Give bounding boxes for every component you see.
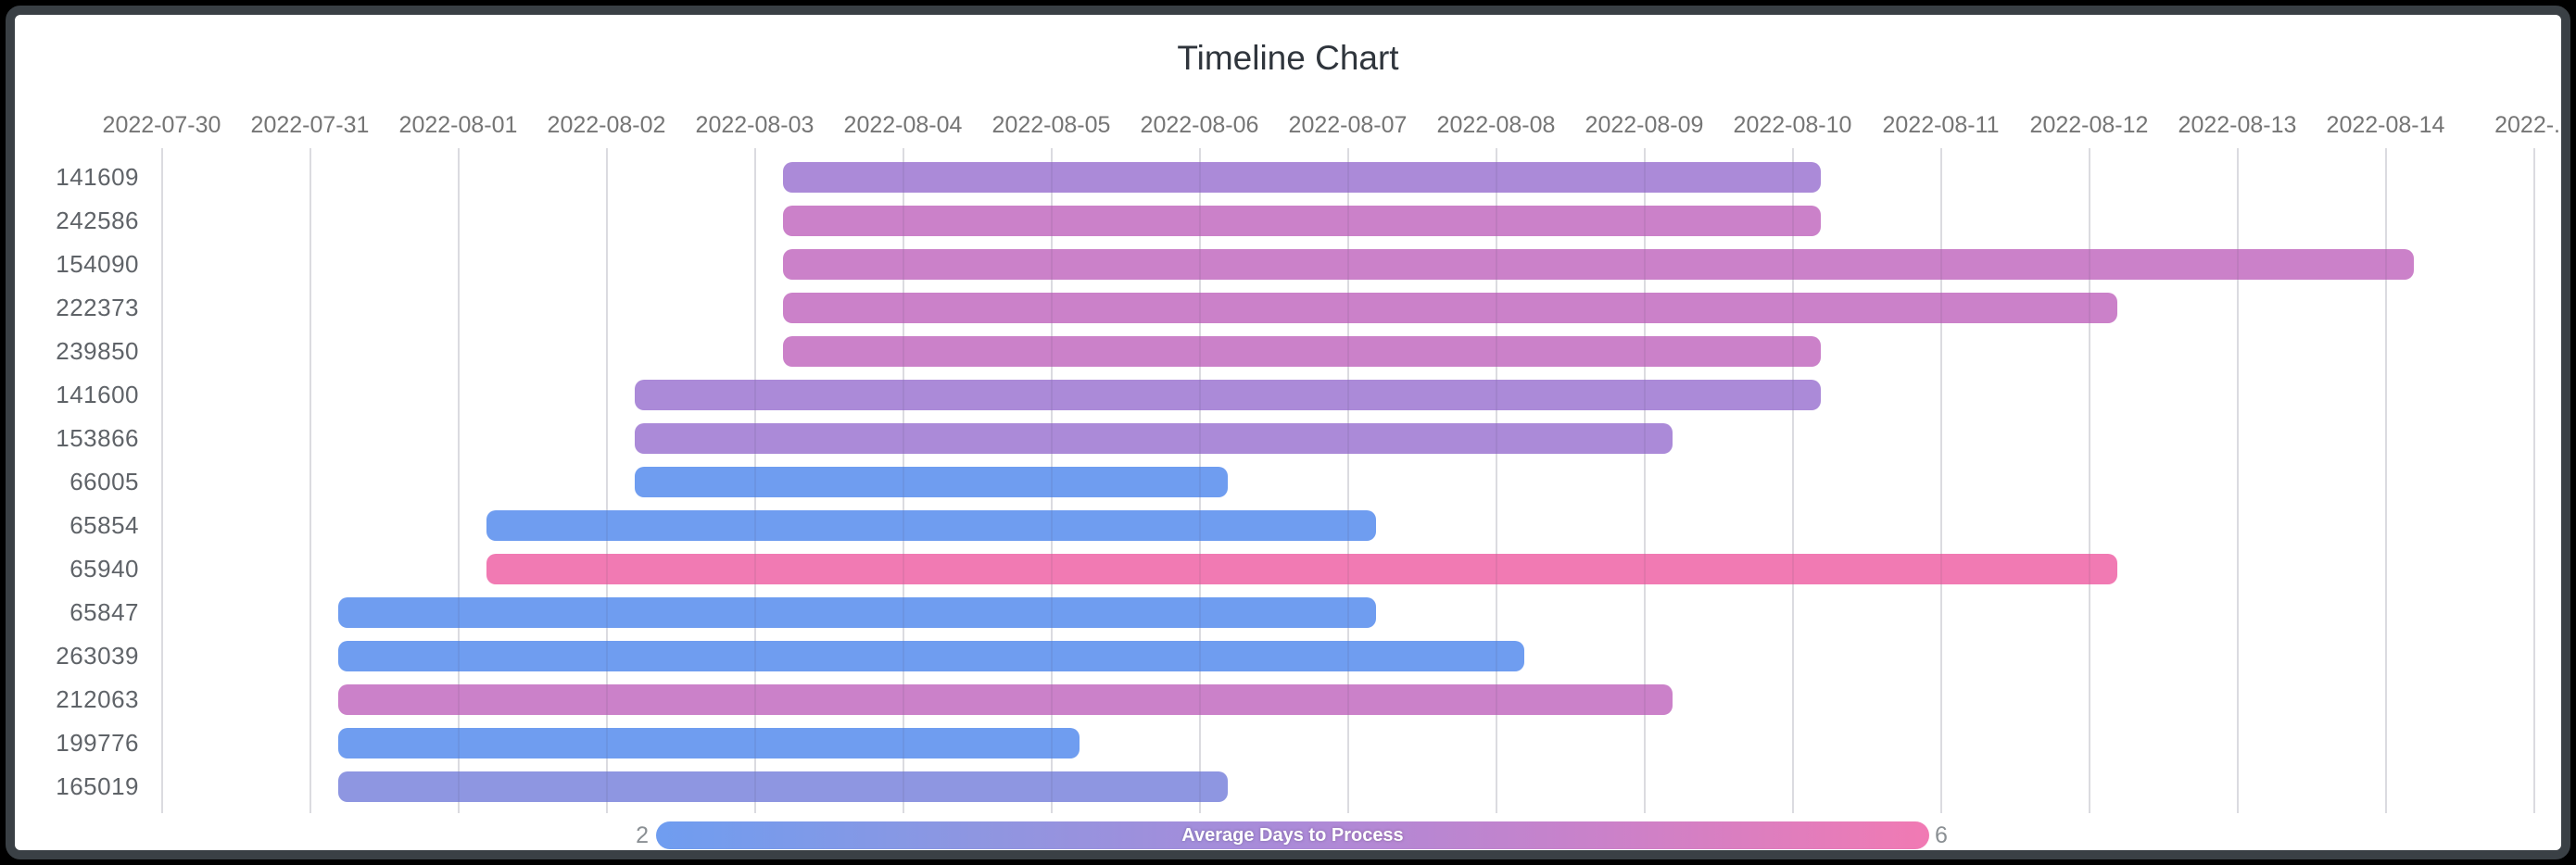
x-axis-tick-label: 2022-08-12 [2029, 112, 2149, 138]
gridline [605, 148, 608, 813]
chart-content: Timeline Chart 2022-07-30 2022-07-31 2022-… [15, 15, 2561, 850]
gridline [753, 148, 756, 813]
timeline-bar[interactable] [782, 162, 1821, 193]
row-label: 239850 [56, 337, 139, 365]
row-label: 141609 [56, 163, 139, 191]
row-label: 65854 [69, 511, 139, 539]
timeline-bar[interactable] [634, 380, 1821, 410]
gridline [1791, 148, 1794, 813]
row-label: 65940 [69, 555, 139, 583]
gridline [1939, 148, 1942, 813]
gridline [2532, 148, 2535, 813]
row-label: 263039 [56, 642, 139, 670]
gridline [1643, 148, 1646, 813]
timeline-bar[interactable] [337, 684, 1673, 715]
gridline [309, 148, 311, 813]
gridline [1346, 148, 1349, 813]
x-axis-tick-label: 2022-08-03 [695, 112, 814, 138]
row-label: 65847 [69, 598, 139, 626]
row-label: 165019 [56, 772, 139, 800]
row-label: 212063 [56, 685, 139, 713]
gridline [160, 148, 163, 813]
timeline-bar[interactable] [337, 641, 1524, 671]
gridline [1050, 148, 1053, 813]
gridline [1346, 148, 1349, 813]
legend-min-label: 2 [636, 822, 649, 848]
x-axis-tick-label: 2022-08-11 [1882, 112, 2000, 138]
row-label: 222373 [56, 294, 139, 321]
gridline [605, 148, 608, 813]
x-axis-tick-label: 2022-08-14 [2326, 112, 2445, 138]
gridline [2088, 148, 2090, 813]
x-axis-tick-label: 2022-08-13 [2178, 112, 2297, 138]
gridline [2236, 148, 2239, 813]
x-axis-tick-label: 2022-... [2494, 112, 2570, 138]
timeline-bar[interactable] [486, 510, 1376, 541]
gridline [1198, 148, 1201, 813]
gridline [457, 148, 460, 813]
x-axis-tick-label: 2022-08-04 [843, 112, 963, 138]
chart-title: Timeline Chart [1177, 39, 1399, 77]
chart-card: Timeline Chart 2022-07-30 2022-07-31 2022-… [6, 6, 2570, 859]
gridline [1495, 148, 1497, 813]
gridline [2532, 148, 2535, 813]
x-axis-tick-label: 2022-08-01 [398, 112, 518, 138]
gridline [1495, 148, 1497, 813]
legend-gradient-bar [656, 821, 1929, 849]
gridline [902, 148, 904, 813]
row-label: 154090 [56, 250, 139, 278]
gridline [1643, 148, 1646, 813]
timeline-bar[interactable] [337, 771, 1228, 802]
legend-title: Average Days to Process [1181, 825, 1404, 846]
row-label: 199776 [56, 729, 139, 757]
gridline [2236, 148, 2239, 813]
row-label: 242586 [56, 207, 139, 234]
timeline-bar[interactable] [634, 467, 1228, 497]
timeline-bar[interactable] [337, 597, 1376, 628]
x-axis-tick-label: 2022-07-31 [250, 112, 370, 138]
row-label: 153866 [56, 424, 139, 452]
legend-max-label: 6 [1935, 822, 1948, 848]
gridline [1939, 148, 1942, 813]
gridline [2384, 148, 2387, 813]
gridline [309, 148, 311, 813]
x-axis-tick-label: 2022-08-08 [1436, 112, 1556, 138]
gridline [457, 148, 460, 813]
timeline-bar[interactable] [634, 423, 1673, 454]
timeline-bar[interactable] [782, 293, 2117, 323]
x-axis-tick-label: 2022-07-30 [102, 112, 221, 138]
gridline [2384, 148, 2387, 813]
timeline-bar[interactable] [337, 728, 1080, 758]
x-axis-tick-label: 2022-08-05 [991, 112, 1111, 138]
x-axis-tick-label: 2022-08-10 [1733, 112, 1852, 138]
row-label: 141600 [56, 381, 139, 408]
timeline-bar[interactable] [782, 336, 1821, 367]
gridline [2088, 148, 2090, 813]
x-axis-tick-label: 2022-08-09 [1585, 112, 1704, 138]
timeline-bar[interactable] [486, 554, 2117, 584]
timeline-bar[interactable] [782, 249, 2414, 280]
row-label: 66005 [69, 468, 139, 495]
gridline [1791, 148, 1794, 813]
x-axis-tick-label: 2022-08-07 [1288, 112, 1408, 138]
x-axis-tick-label: 2022-08-06 [1140, 112, 1259, 138]
gridline [160, 148, 163, 813]
x-axis-tick-label: 2022-08-02 [547, 112, 666, 138]
timeline-bar[interactable] [782, 206, 1821, 236]
